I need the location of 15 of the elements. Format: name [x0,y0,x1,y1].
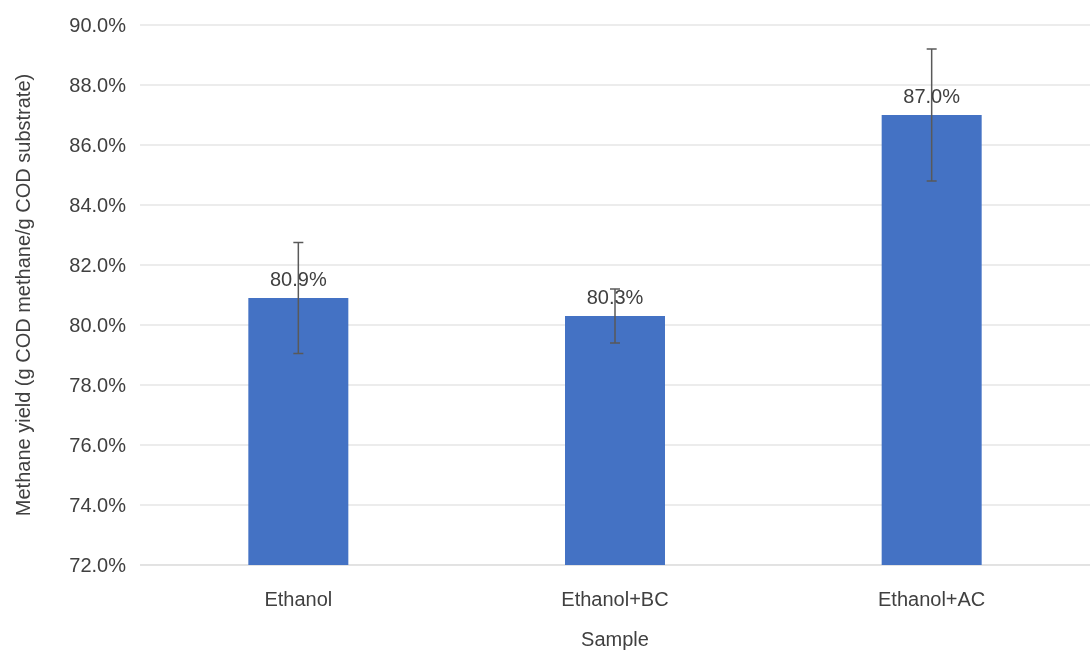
y-tick-label: 82.0% [69,254,127,276]
x-tick-label: Ethanol+AC [878,588,986,610]
y-tick-label: 78.0% [69,374,127,396]
y-tick-label: 86.0% [69,134,127,156]
x-tick-label: Ethanol+BC [561,588,669,610]
y-tick-label: 88.0% [69,74,127,96]
y-axis-title: Methane yield (g COD methane/g COD substrate) [12,73,34,517]
x-axis-title: Sample [581,628,649,650]
y-tick-label: 84.0% [69,194,127,216]
y-tick-label: 74.0% [69,494,127,516]
x-tick-label: Ethanol [264,588,333,610]
y-tick-label: 90.0% [69,14,127,36]
y-tick-label: 72.0% [69,554,127,576]
y-tick-label: 80.0% [69,314,127,336]
y-tick-label: 76.0% [69,434,127,456]
